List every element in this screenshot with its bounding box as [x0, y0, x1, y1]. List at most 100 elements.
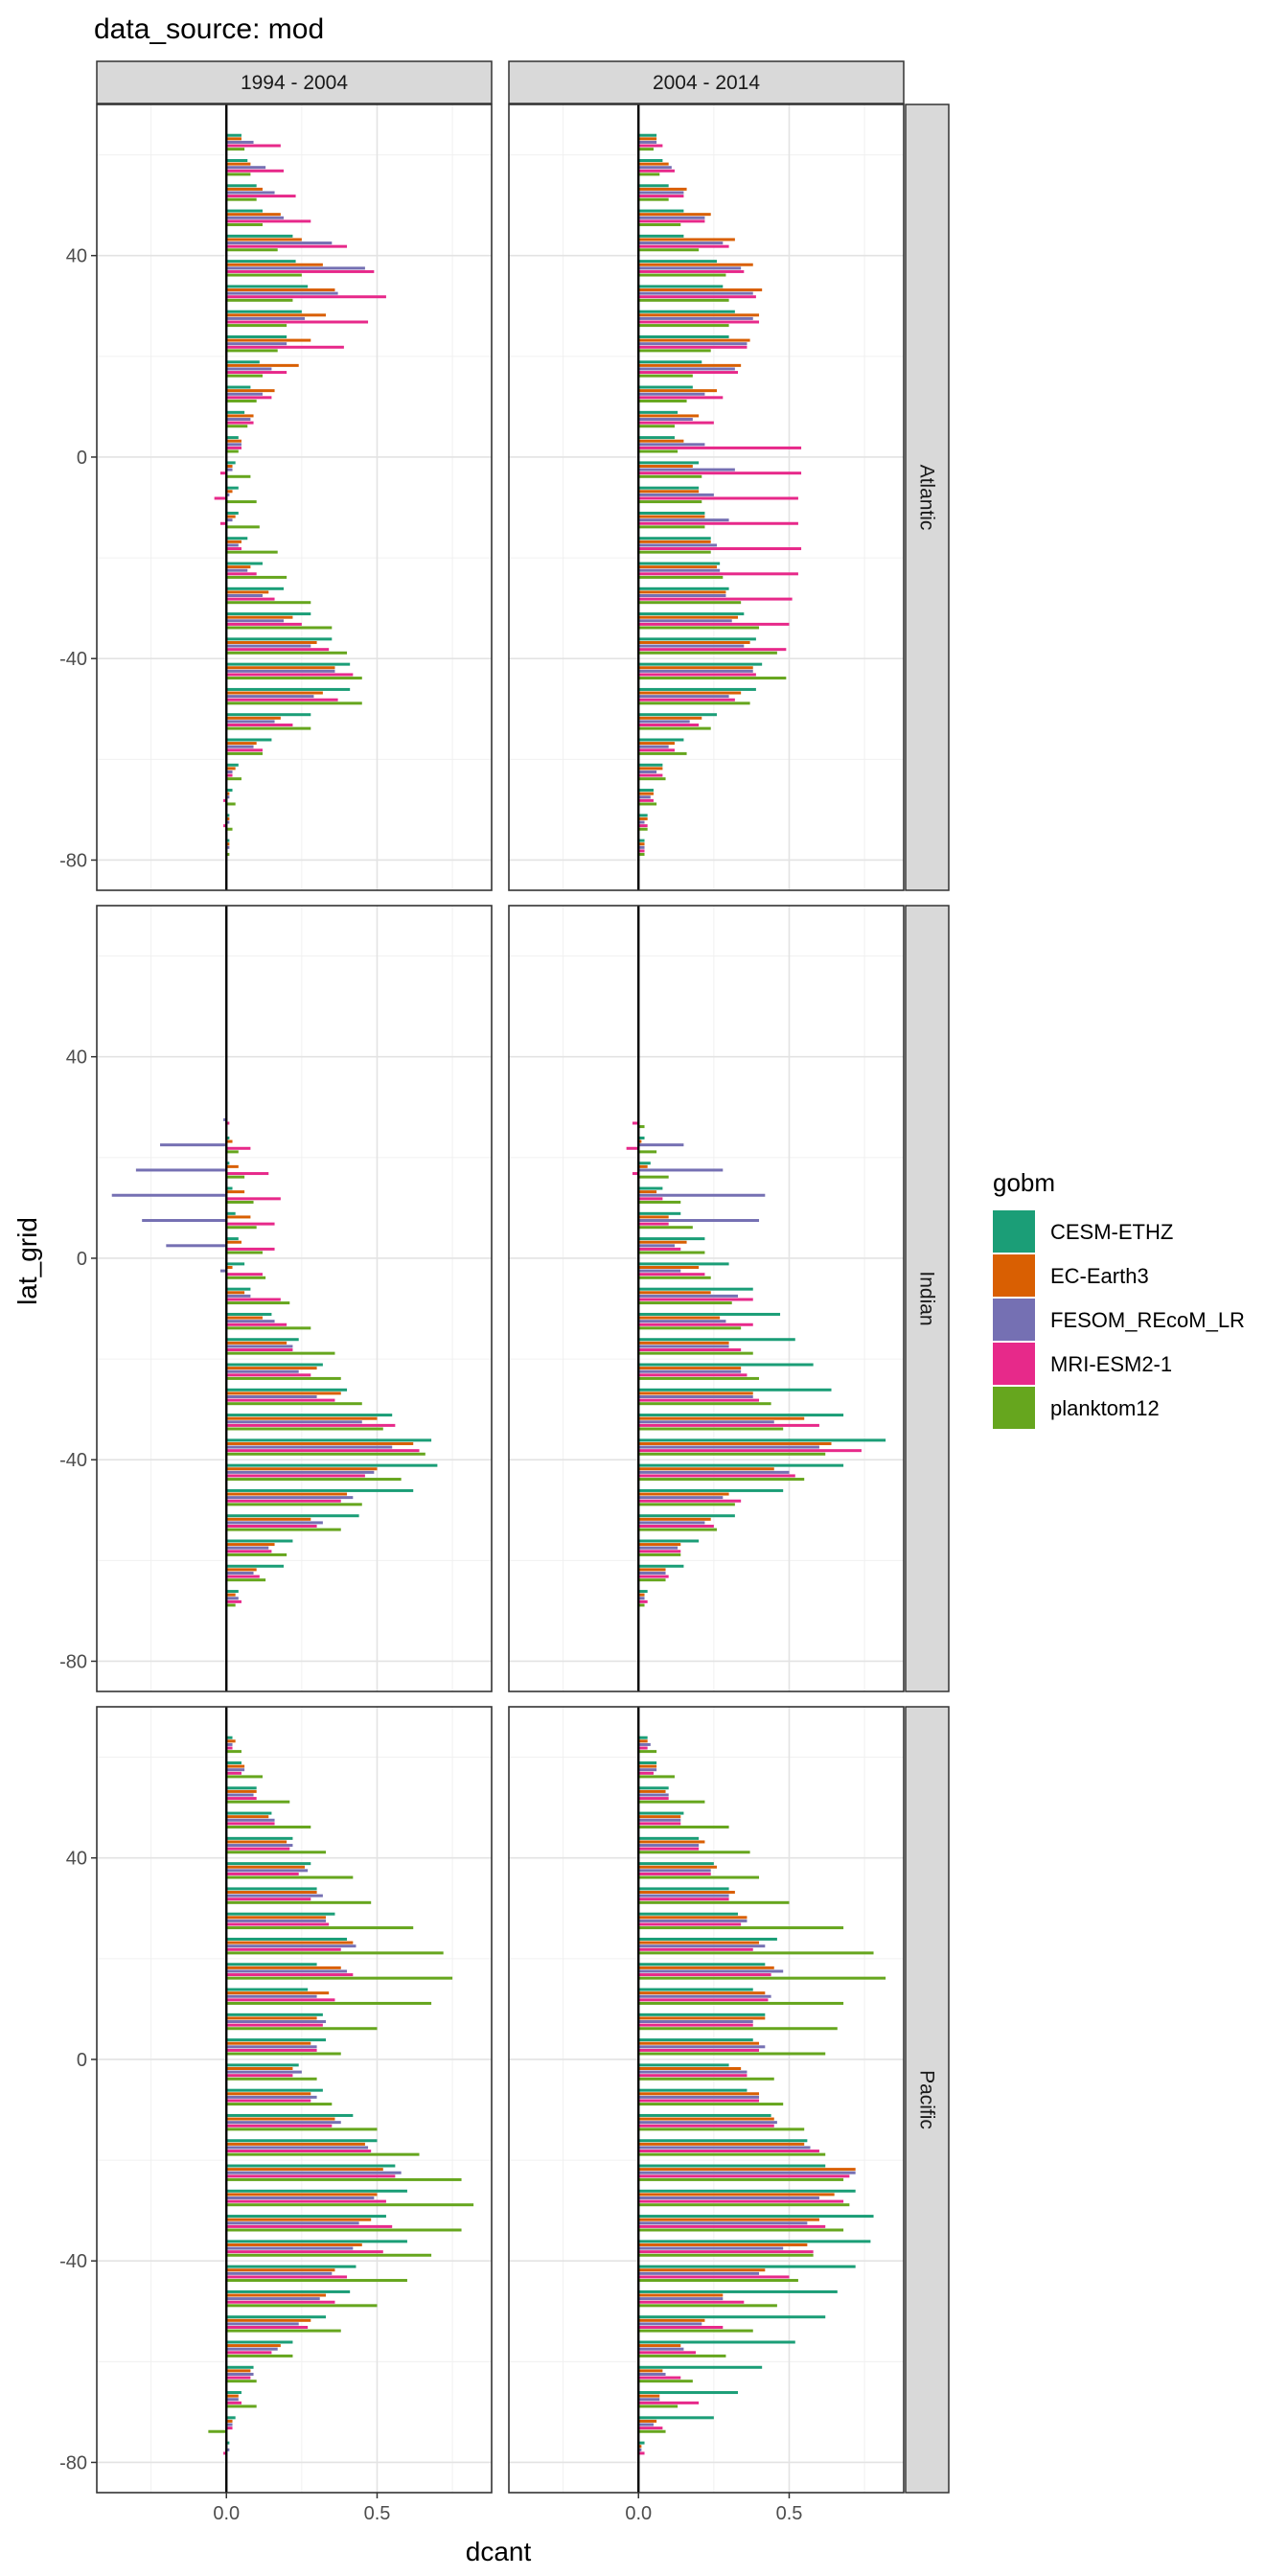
bar: [638, 472, 802, 475]
bar: [638, 798, 654, 802]
bar: [638, 1922, 742, 1926]
bar: [638, 310, 735, 313]
bar: [226, 1521, 323, 1525]
panels-layer: 1994 - 2004 2004 - 2014 Atlantic Indian Paci…: [59, 60, 950, 2524]
bar: [638, 260, 718, 264]
bar: [638, 2048, 760, 2052]
bar: [226, 2398, 239, 2402]
bar: [226, 2070, 302, 2074]
bar: [226, 1973, 354, 1977]
bar: [638, 2196, 819, 2199]
bar: [226, 845, 230, 849]
bar: [226, 324, 288, 328]
bar: [226, 2113, 354, 2117]
bar: [226, 468, 233, 472]
bar: [226, 2099, 311, 2103]
bar: [638, 773, 663, 777]
bar: [226, 2404, 257, 2408]
bar: [226, 525, 260, 529]
bar: [226, 1322, 288, 1326]
bar: [638, 273, 726, 277]
bar: [226, 1764, 245, 1768]
bar: [226, 1822, 275, 1826]
bar: [226, 1438, 432, 1442]
bar: [226, 1926, 414, 1930]
bar: [638, 1811, 684, 1815]
bar: [638, 2027, 838, 2031]
bar: [226, 244, 348, 248]
bar: [226, 1517, 311, 1521]
bar: [226, 1900, 372, 1904]
legend-label: CESM-ETHZ: [1050, 1220, 1173, 1244]
chart-title: data_source: mod: [94, 13, 324, 45]
bar: [226, 773, 233, 777]
bar: [226, 1912, 335, 1916]
bar: [638, 720, 690, 724]
bar: [638, 2445, 642, 2449]
bar: [638, 1441, 832, 1445]
bar: [638, 191, 684, 195]
bar: [638, 1963, 766, 1966]
bar: [226, 2142, 365, 2146]
bar: [226, 1994, 317, 1998]
bar: [226, 439, 242, 443]
bar: [638, 486, 700, 490]
bar: [638, 2189, 856, 2193]
bar: [226, 742, 257, 746]
bar: [226, 770, 233, 773]
bar: [638, 363, 742, 367]
bar: [638, 521, 798, 525]
bar: [638, 2171, 856, 2174]
bar: [226, 669, 335, 673]
bar: [638, 1793, 669, 1797]
bar: [638, 1298, 753, 1301]
bar: [638, 1420, 774, 1424]
bar: [638, 1736, 648, 1739]
bar: [638, 2240, 871, 2243]
bar: [226, 2146, 369, 2150]
bar: [226, 363, 299, 367]
bar: [226, 486, 239, 490]
bar: [226, 777, 242, 781]
bar: [226, 1291, 245, 1295]
bar: [226, 677, 362, 680]
bar: [638, 1265, 700, 1269]
bar: [226, 751, 263, 755]
bar: [638, 418, 693, 422]
bar: [226, 2253, 432, 2257]
bar: [638, 269, 745, 273]
bar: [226, 816, 230, 820]
bar: [638, 1326, 742, 1330]
bar: [638, 500, 702, 504]
bar: [638, 543, 718, 547]
bar: [226, 842, 230, 846]
bar: [638, 2326, 724, 2330]
bar: [638, 1251, 705, 1254]
bar: [638, 2070, 748, 2074]
bar: [226, 2441, 230, 2445]
bar: [638, 1869, 711, 1873]
bar: [638, 1452, 826, 1456]
row-strip: [905, 104, 950, 891]
bar: [226, 1240, 242, 1244]
bar: [226, 2448, 230, 2451]
bar: [226, 2128, 378, 2131]
bar: [638, 1840, 705, 1844]
bar: [226, 1872, 299, 1875]
bar: [226, 316, 306, 320]
bar: [638, 1937, 777, 1941]
bar: [226, 1775, 263, 1779]
bar: [226, 1395, 317, 1398]
bar: [226, 500, 257, 504]
bar: [226, 1200, 254, 1204]
bar: [638, 439, 684, 443]
bar: [638, 724, 700, 727]
bar: [226, 1175, 245, 1179]
bar: [226, 1951, 444, 1955]
bar: [638, 2020, 753, 2024]
bar: [226, 273, 302, 277]
y-tick-label: -40: [59, 649, 87, 670]
bar: [638, 2121, 777, 2125]
bar: [638, 367, 735, 371]
bar: [226, 338, 311, 342]
